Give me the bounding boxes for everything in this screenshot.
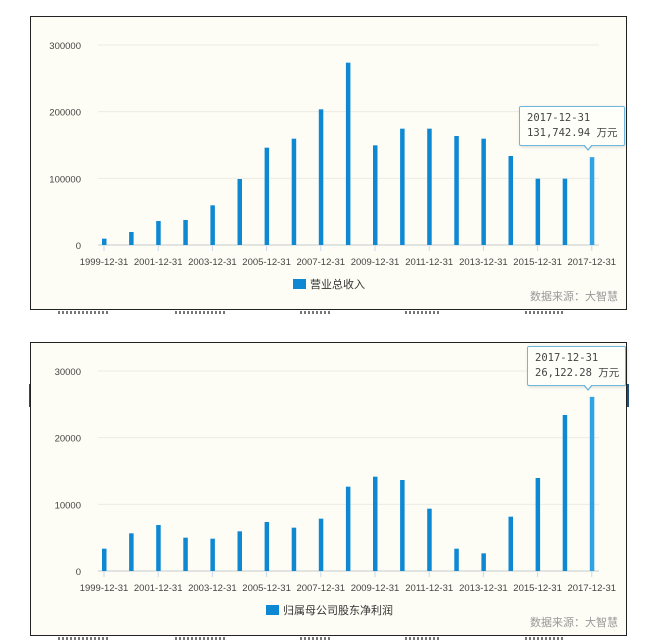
x-tick-label: 2015-12-31 — [513, 583, 562, 594]
y-tick-label: 10000 — [55, 500, 81, 511]
x-tick-label: 2013-12-31 — [459, 583, 508, 594]
x-tick-label: 2017-12-31 — [567, 257, 616, 268]
bar[interactable] — [210, 538, 215, 571]
tooltip-date: 2017-12-31 — [535, 352, 599, 364]
bar[interactable] — [454, 548, 459, 571]
bar[interactable] — [156, 221, 161, 245]
bar[interactable] — [291, 138, 297, 245]
x-tick-label: 2007-12-31 — [296, 257, 345, 268]
x-tick-label: 2009-12-31 — [351, 257, 400, 268]
bar[interactable] — [345, 62, 351, 245]
tooltip-value: 131,742.94 万元 — [527, 127, 618, 139]
bar[interactable] — [156, 525, 161, 571]
bar[interactable] — [508, 516, 514, 571]
x-tick-label: 2003-12-31 — [188, 583, 237, 594]
clipped-text-fragment — [58, 637, 108, 640]
bar[interactable] — [481, 553, 486, 571]
clipped-text-fragment — [525, 637, 565, 640]
bar[interactable] — [562, 178, 568, 245]
x-tick-label: 2013-12-31 — [459, 257, 508, 268]
bar[interactable] — [264, 522, 270, 571]
x-tick-label: 2011-12-31 — [405, 257, 453, 268]
net-profit-chart: 0 10000 20000 30000 1999-12-31 2001-12-31 2003… — [55, 367, 617, 594]
bar[interactable] — [508, 156, 514, 245]
clipped-text-fragment — [300, 637, 330, 640]
legend-item[interactable]: 营业总收入 — [293, 276, 365, 292]
x-tick-label: 2009-12-31 — [351, 583, 400, 594]
x-tick-label: 2001-12-31 — [134, 583, 183, 594]
bar[interactable] — [183, 220, 188, 245]
x-tick-label: 2005-12-31 — [242, 257, 291, 268]
bar-tooltip: 2017-12-31 26,122.28 万元 — [527, 346, 627, 391]
data-source-label: 数据来源：大智慧 — [530, 290, 618, 303]
bar-tooltip: 2017-12-31 131,742.94 万元 — [519, 106, 625, 151]
clipped-text-fragment — [405, 311, 440, 314]
x-tick-label: 2003-12-31 — [188, 257, 237, 268]
bar[interactable] — [589, 396, 595, 571]
bar[interactable] — [481, 138, 486, 245]
bar[interactable] — [264, 147, 270, 245]
bar[interactable] — [400, 480, 405, 571]
bar[interactable] — [318, 518, 324, 571]
clipped-text-fragment — [405, 637, 440, 640]
clipped-text-fragment — [175, 311, 225, 314]
x-tick-label: 1999-12-31 — [80, 583, 129, 594]
revenue-chart: 0 100000 200000 300000 1999-12-31 2001-12-31 2… — [49, 41, 616, 268]
bar[interactable] — [129, 232, 134, 245]
x-tick-label: 2017-12-31 — [567, 583, 616, 594]
x-tick-label: 2015-12-31 — [513, 257, 562, 268]
clipped-text-fragment — [300, 311, 330, 314]
bar[interactable] — [210, 205, 215, 245]
legend-label: 营业总收入 — [310, 278, 365, 291]
x-tick-label: 2005-12-31 — [242, 583, 291, 594]
bar[interactable] — [589, 157, 595, 245]
tooltip-value: 26,122.28 万元 — [535, 367, 620, 379]
tooltip-pointer — [583, 384, 593, 391]
data-source-label: 数据来源：大智慧 — [530, 616, 618, 629]
bar[interactable] — [373, 145, 378, 245]
bar[interactable] — [373, 476, 378, 571]
bar[interactable] — [102, 548, 107, 571]
bar[interactable] — [535, 178, 541, 245]
legend-label: 归属母公司股东净利润 — [283, 604, 393, 617]
tooltip-date: 2017-12-31 — [527, 112, 591, 124]
legend-swatch — [293, 279, 306, 289]
legend-item[interactable]: 归属母公司股东净利润 — [266, 602, 393, 618]
clipped-text-fragment — [175, 637, 225, 640]
y-tick-label: 30000 — [55, 367, 81, 378]
y-tick-label: 0 — [76, 241, 81, 252]
bar[interactable] — [237, 531, 243, 571]
y-tick-label: 0 — [76, 567, 81, 578]
bar[interactable] — [562, 415, 568, 571]
bar[interactable] — [345, 486, 351, 571]
bar[interactable] — [454, 136, 459, 245]
bar[interactable] — [183, 537, 188, 571]
x-tick-label: 2007-12-31 — [296, 583, 345, 594]
x-tick-label: 2011-12-31 — [405, 583, 453, 594]
y-tick-label: 100000 — [49, 174, 81, 185]
legend-swatch — [266, 605, 279, 615]
revenue-chart-panel: 0 100000 200000 300000 1999-12-31 2001-12-31 2… — [30, 16, 627, 310]
y-tick-label: 20000 — [55, 434, 81, 445]
clipped-text-fragment — [58, 311, 108, 314]
bar[interactable] — [400, 128, 405, 245]
bar[interactable] — [291, 527, 297, 571]
bar[interactable] — [427, 128, 432, 245]
bar[interactable] — [237, 179, 243, 245]
bar[interactable] — [102, 238, 107, 245]
clipped-text-fragment — [525, 311, 565, 314]
y-tick-label: 200000 — [49, 108, 81, 119]
tooltip-pointer — [583, 144, 593, 151]
y-tick-label: 300000 — [49, 41, 81, 52]
x-tick-label: 2001-12-31 — [134, 257, 183, 268]
bar[interactable] — [427, 508, 432, 571]
bar[interactable] — [535, 478, 541, 571]
x-tick-label: 1999-12-31 — [80, 257, 129, 268]
right-edge-marker — [626, 384, 629, 407]
bar[interactable] — [129, 533, 134, 571]
bar[interactable] — [318, 109, 324, 245]
net-profit-chart-panel: 0 10000 20000 30000 1999-12-31 2001-12-31 2003… — [30, 342, 627, 636]
